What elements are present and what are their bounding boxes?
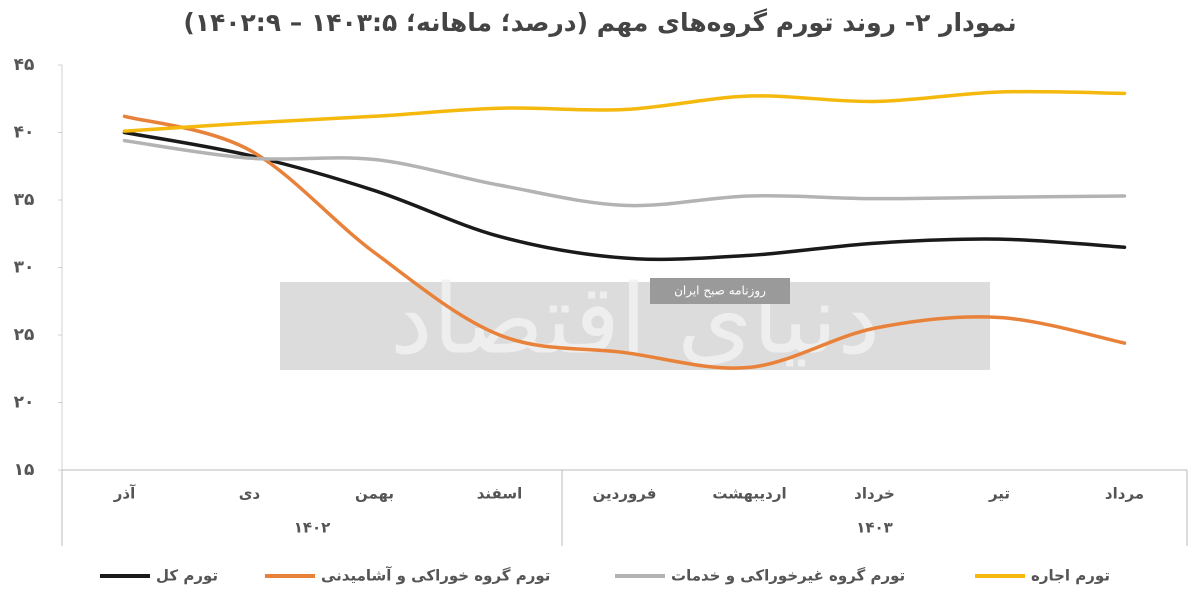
watermark-brand: دنیای اقتصاد [390,263,880,375]
y-tick-label: ۳۵ [14,190,35,210]
legend-label: تورم کل [156,567,218,585]
series-line [122,138,1127,208]
legend-label: تورم اجاره [1031,567,1110,585]
series-line [122,89,1127,133]
x-tick-label: بهمن [355,485,394,503]
group-label: ۱۴۰۳ [856,519,893,537]
x-tick-label: فروردین [593,485,657,503]
group-label: ۱۴۰۲ [294,519,331,537]
y-tick-label: ۳۰ [14,258,35,278]
x-tick-label: دی [239,485,261,503]
y-tick-label: ۲۵ [14,325,35,345]
x-tick-label: خرداد [854,485,895,503]
x-tick-label: تیر [988,485,1010,503]
y-tick-label: ۱۵ [14,460,35,480]
watermark-tagline: روزنامه صبح ایران [674,284,766,299]
series-line [122,114,1127,370]
y-tick-label: ۴۰ [14,123,35,143]
series-line [122,130,1127,262]
legend-label: تورم گروه خوراکی و آشامیدنی [321,567,550,585]
x-tick-label: اسفند [477,485,522,503]
legend-label: تورم گروه غیرخوراکی و خدمات [671,567,905,585]
x-tick-label: اردیبهشت [712,485,786,503]
watermark-tag-box [650,278,790,304]
chart-title: نمودار ۲- روند تورم گروه‌های مهم (درصد؛ … [183,8,1016,38]
y-tick-label: ۲۰ [14,393,35,413]
watermark: دنیای اقتصاد روزنامه صبح ایران [280,263,990,375]
y-tick-label: ۴۵ [14,55,35,75]
x-tick-label: آذر [113,485,136,503]
x-tick-label: مرداد [1105,485,1144,503]
